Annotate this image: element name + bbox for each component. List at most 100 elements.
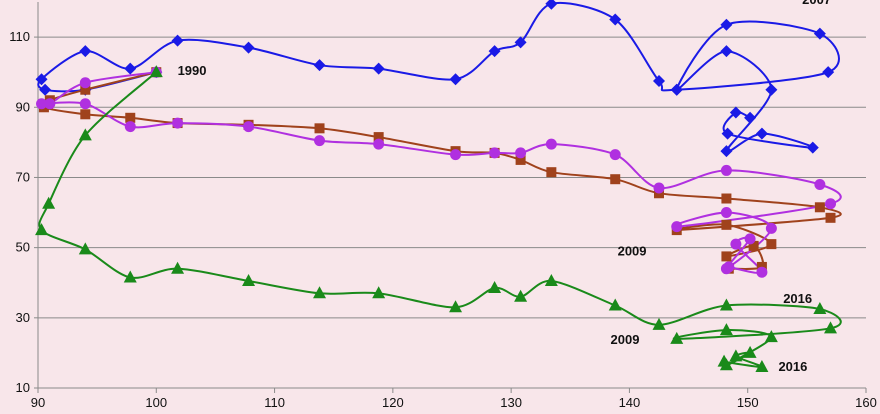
square-marker: [814, 202, 825, 213]
circle-marker: [720, 164, 732, 176]
triangle-marker: [149, 65, 163, 78]
diamond-marker: [721, 127, 734, 140]
diamond-marker: [653, 74, 665, 87]
circle-marker: [730, 238, 742, 250]
triangle-marker: [544, 273, 558, 286]
diamond-marker: [545, 0, 558, 10]
triangle-marker: [719, 323, 733, 336]
annotation-label: 2009: [618, 244, 647, 259]
diamond-marker: [514, 36, 527, 49]
triangle-marker: [313, 286, 327, 299]
circle-marker: [314, 135, 326, 147]
triangle-marker: [488, 280, 502, 293]
diamond-marker: [729, 106, 742, 119]
diamond-marker: [822, 66, 835, 79]
diamond-marker: [806, 141, 819, 154]
x-tick-label: 150: [737, 395, 759, 410]
circle-series-line: [38, 71, 842, 274]
triangle-marker: [652, 317, 666, 330]
circle-marker: [79, 98, 91, 110]
circle-marker: [450, 149, 462, 161]
triangle-marker: [764, 330, 778, 343]
diamond-marker: [79, 45, 92, 58]
circle-marker: [720, 207, 732, 219]
x-tick-label: 100: [145, 395, 167, 410]
circle-marker: [765, 222, 777, 234]
diamond-marker: [609, 13, 622, 26]
diamond-marker: [171, 34, 184, 47]
diamond-marker: [449, 73, 462, 86]
circle-marker: [373, 138, 385, 150]
diamond-marker: [313, 59, 326, 72]
circle-marker: [243, 121, 255, 133]
triangle-marker: [608, 298, 622, 311]
circle-marker: [515, 147, 527, 159]
y-tick-label: 70: [16, 169, 30, 184]
triangle-marker: [755, 359, 769, 372]
square-marker: [314, 123, 325, 134]
square-marker: [721, 251, 732, 262]
square-marker: [515, 154, 526, 165]
triangle-marker: [670, 331, 684, 344]
annotation-label: 1990: [178, 63, 207, 78]
diamond-marker: [124, 62, 137, 75]
triangle-marker: [171, 261, 185, 274]
square-marker: [80, 84, 91, 95]
square-marker: [80, 109, 91, 120]
triangle-marker: [372, 286, 386, 299]
x-tick-label: 160: [855, 395, 877, 410]
square-marker: [825, 212, 836, 223]
triangle-marker: [242, 273, 256, 286]
x-tick-label: 110: [264, 395, 285, 410]
diamond-marker: [372, 62, 385, 75]
circle-marker: [172, 117, 184, 129]
diamond-marker: [488, 45, 501, 58]
triangle-marker: [514, 289, 528, 302]
diamond-marker: [765, 83, 778, 96]
circle-marker: [489, 147, 501, 159]
diamond-marker: [670, 83, 683, 96]
square-marker: [373, 132, 384, 143]
square-marker: [721, 193, 732, 204]
y-tick-label: 110: [9, 29, 30, 44]
x-tick-label: 130: [500, 395, 522, 410]
diamond-marker: [813, 27, 826, 40]
circle-marker: [814, 178, 826, 190]
circle-marker: [79, 77, 91, 89]
annotation-label: 2016: [783, 291, 812, 306]
triangle-marker: [123, 270, 137, 283]
triangle-marker: [719, 298, 733, 311]
square-marker: [546, 167, 557, 178]
triangle-marker: [729, 349, 743, 362]
y-tick-label: 50: [16, 240, 30, 255]
triangle-marker: [813, 302, 827, 315]
circle-marker: [671, 221, 683, 233]
circle-marker: [545, 138, 557, 150]
diamond-marker: [242, 41, 255, 54]
diamond-marker: [720, 145, 733, 158]
diamond-marker: [720, 18, 733, 31]
x-tick-label: 120: [382, 395, 404, 410]
triangle-marker: [35, 223, 49, 236]
annotation-label: 2009: [611, 332, 640, 347]
triangle-series-line: [38, 71, 842, 368]
circle-marker: [124, 121, 136, 133]
annotation-label: 2007: [802, 0, 831, 7]
x-tick-label: 90: [31, 395, 45, 410]
diamond-series-line: [37, 2, 840, 154]
triangle-marker: [42, 196, 56, 209]
diamond-marker: [720, 45, 733, 58]
y-tick-label: 30: [16, 310, 30, 325]
triangle-marker: [717, 354, 731, 367]
circle-marker: [756, 266, 768, 278]
y-tick-label: 10: [16, 380, 30, 395]
diamond-marker: [39, 83, 52, 96]
diamond-marker: [35, 73, 48, 86]
circle-marker: [723, 261, 735, 273]
y-tick-label: 90: [16, 99, 30, 114]
circle-marker: [609, 149, 621, 161]
square-marker: [748, 240, 759, 251]
diamond-marker: [744, 111, 757, 124]
square-marker: [610, 174, 621, 185]
